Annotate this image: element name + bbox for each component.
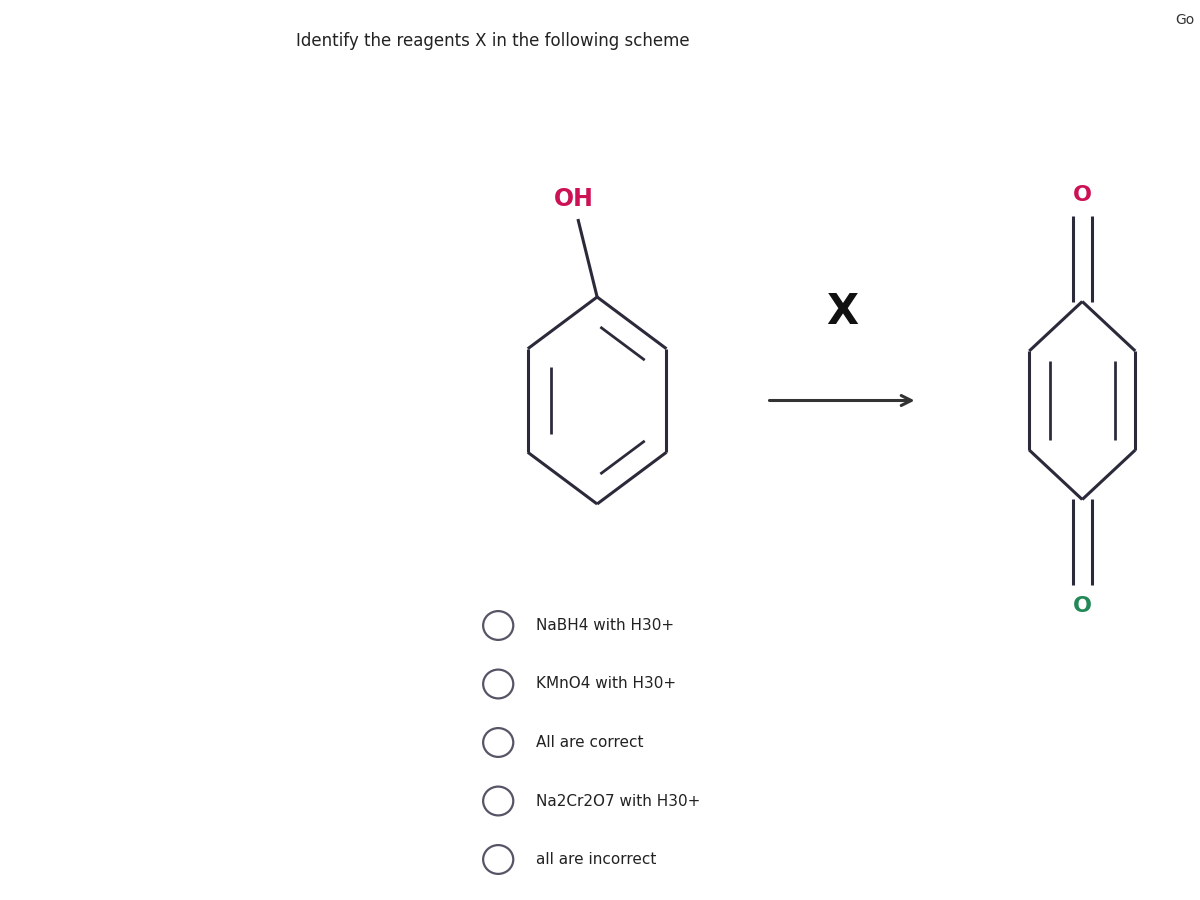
Text: O: O: [1073, 596, 1092, 616]
Text: NaBH4 with H30+: NaBH4 with H30+: [536, 618, 674, 633]
Text: All are correct: All are correct: [536, 735, 643, 750]
Text: OH: OH: [553, 187, 594, 212]
Text: all are incorrect: all are incorrect: [536, 852, 656, 867]
Text: Identify the reagents X in the following scheme: Identify the reagents X in the following…: [295, 32, 689, 50]
Text: X: X: [826, 291, 858, 333]
Text: Na2Cr2O7 with H30+: Na2Cr2O7 with H30+: [536, 794, 701, 808]
Text: O: O: [1073, 185, 1092, 205]
Text: Go: Go: [1175, 14, 1194, 28]
Text: KMnO4 with H30+: KMnO4 with H30+: [536, 677, 676, 691]
